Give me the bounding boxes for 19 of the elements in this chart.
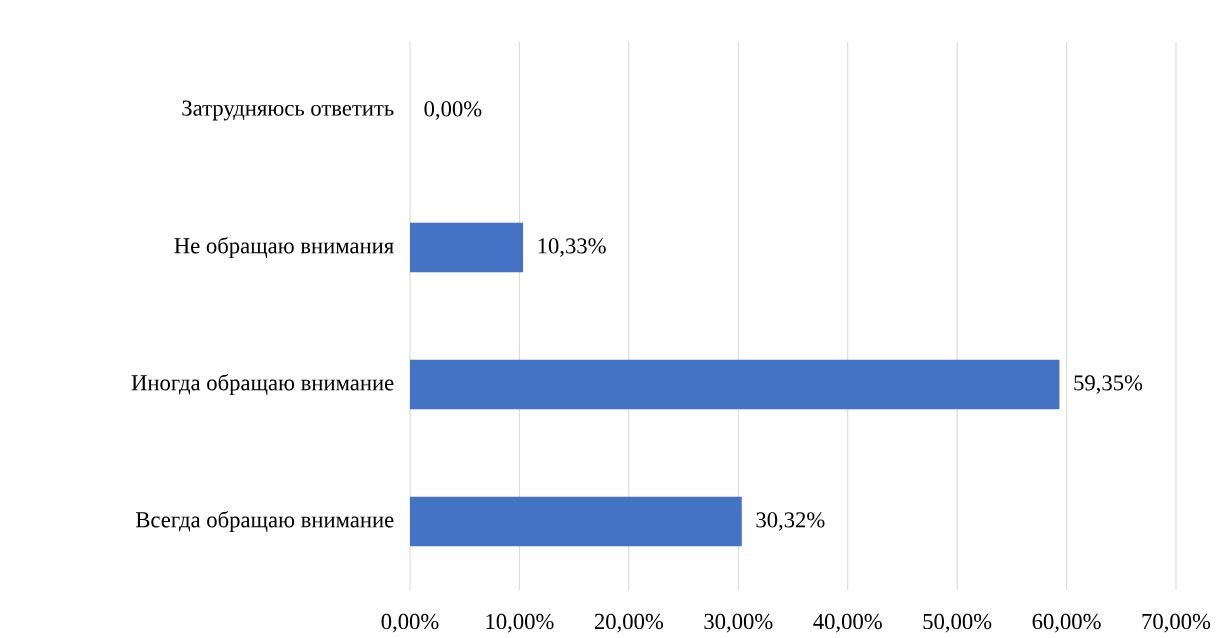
x-tick-label: 60,00% xyxy=(1032,613,1101,633)
x-tick-label: 20,00% xyxy=(594,613,664,633)
data-label: 10,33% xyxy=(538,238,606,257)
y-tick-label: Иногда обращаю внимание xyxy=(131,373,394,396)
x-tick-label: 50,00% xyxy=(923,613,992,633)
data-label: 0,00% xyxy=(424,101,482,120)
y-tick-label: Всегда обращаю внимание xyxy=(135,510,394,533)
x-tick-label: 40,00% xyxy=(813,613,882,633)
x-tick-label: 30,00% xyxy=(704,613,773,633)
y-tick-label: Затрудняюсь ответить xyxy=(182,100,394,121)
y-tick-label: Не обращаю внимания xyxy=(174,236,394,259)
bar xyxy=(410,222,524,273)
x-tick-label: 70,00% xyxy=(1142,613,1211,633)
bar xyxy=(410,496,742,547)
x-tick-label: 10,00% xyxy=(486,613,554,633)
x-tick-label: 0,00% xyxy=(381,613,439,633)
data-label: 59,35% xyxy=(1074,375,1143,394)
data-label: 30,32% xyxy=(756,512,825,531)
bar xyxy=(410,359,1060,410)
